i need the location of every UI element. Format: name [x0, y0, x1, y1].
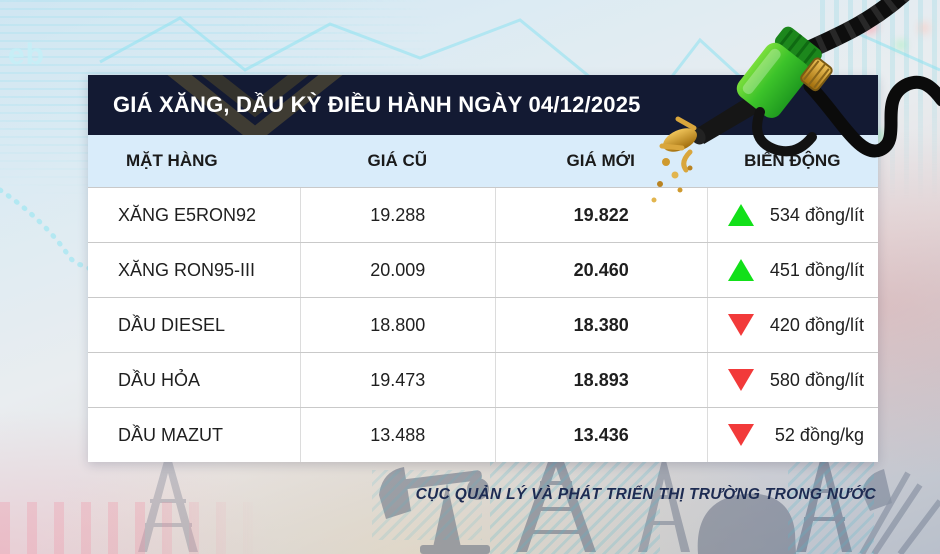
old-price: 20.009 [299, 243, 495, 297]
change-direction-icon [727, 369, 754, 391]
change-direction-icon [727, 314, 754, 336]
bokeh-dot [862, 18, 878, 34]
table-row: DẦU HỎA 19.473 18.893 580 đồng/lít [88, 352, 878, 407]
change-direction-icon [727, 259, 754, 281]
product-name: XĂNG E5RON92 [118, 204, 257, 225]
column-header-old-price: GIÁ CŨ [367, 151, 428, 170]
pink-bar-chart-texture [0, 502, 260, 554]
old-price: 19.288 [299, 188, 495, 242]
table-header-row: MẶT HÀNG GIÁ CŨ GIÁ MỚI BIẾN ĐỘNG [88, 135, 878, 187]
change-cell: 451 đồng/lít [706, 243, 878, 297]
change-value: 580 đồng/lít [769, 369, 864, 390]
change-cell: 52 đồng/kg [706, 408, 878, 462]
new-price: 20.460 [494, 243, 707, 297]
change-cell: 420 đồng/lít [706, 298, 878, 352]
page-title: GIÁ XĂNG, DẦU KỲ ĐIỀU HÀNH NGÀY 04/12/20… [113, 92, 641, 117]
change-value: 420 đồng/lít [769, 314, 864, 335]
new-price: 18.893 [494, 353, 707, 407]
old-price: 19.473 [299, 353, 495, 407]
footer-credit: CỤC QUẢN LÝ VÀ PHÁT TRIỂN THỊ TRƯỜNG TRO… [415, 486, 876, 503]
change-value: 534 đồng/lít [769, 204, 864, 225]
change-value: 451 đồng/lít [769, 259, 864, 280]
product-name: DẦU MAZUT [118, 424, 223, 445]
price-table-panel: GIÁ XĂNG, DẦU KỲ ĐIỀU HÀNH NGÀY 04/12/20… [88, 75, 878, 462]
product-name: DẦU HỎA [118, 369, 201, 390]
change-cell: 534 đồng/lít [706, 188, 878, 242]
new-price: 13.436 [494, 408, 707, 462]
old-price: 18.800 [299, 298, 495, 352]
change-value: 52 đồng/kg [774, 424, 864, 445]
change-direction-icon [727, 204, 754, 226]
column-header-change: BIẾN ĐỘNG [744, 151, 841, 170]
change-direction-icon [727, 424, 754, 446]
bokeh-dot [918, 22, 930, 34]
table-row: XĂNG RON95-III 20.009 20.460 451 đồng/lí… [88, 242, 878, 297]
new-price: 18.380 [494, 298, 707, 352]
table-row: XĂNG E5RON92 19.288 19.822 534 đồng/lít [88, 187, 878, 242]
table-row: DẦU DIESEL 18.800 18.380 420 đồng/lít [88, 297, 878, 352]
new-price: 19.822 [494, 188, 707, 242]
old-price: 13.488 [299, 408, 495, 462]
change-cell: 580 đồng/lít [706, 353, 878, 407]
background-axis-label: eb [8, 38, 46, 71]
column-header-product: MẶT HÀNG [126, 151, 218, 170]
teal-hatch-texture [490, 462, 660, 554]
table-row: DẦU MAZUT 13.488 13.436 52 đồng/kg [88, 407, 878, 462]
product-name: XĂNG RON95-III [118, 259, 256, 280]
product-name: DẦU DIESEL [118, 314, 226, 335]
teal-hatch-texture [372, 470, 482, 540]
title-bar: GIÁ XĂNG, DẦU KỲ ĐIỀU HÀNH NGÀY 04/12/20… [88, 75, 878, 135]
teal-hatch-texture [788, 458, 874, 554]
bokeh-dot [896, 40, 906, 50]
column-header-new-price: GIÁ MỚI [566, 151, 635, 170]
